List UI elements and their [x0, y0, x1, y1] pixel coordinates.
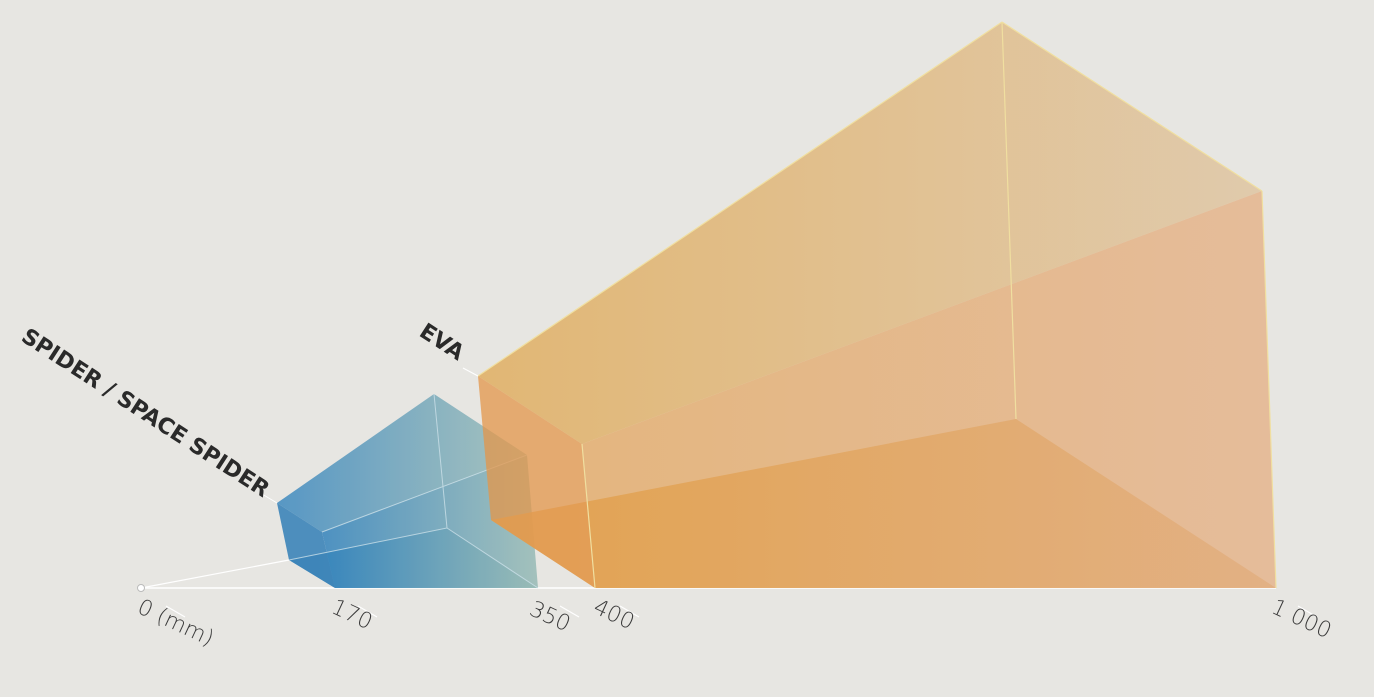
leader	[462, 367, 479, 377]
tick-mark	[165, 605, 186, 618]
face-right	[582, 191, 1276, 588]
face-top	[478, 22, 1262, 444]
edge	[581, 443, 596, 589]
axis-ray	[140, 559, 290, 589]
eva-volume	[477, 21, 1277, 589]
edge	[446, 527, 539, 589]
edge	[1001, 21, 1263, 192]
face-right	[322, 455, 538, 588]
edge	[477, 21, 1003, 377]
face-near	[478, 376, 595, 588]
tick-mark	[619, 605, 640, 618]
face-near	[277, 503, 335, 588]
tick-mark	[559, 605, 580, 618]
leader	[261, 493, 278, 504]
face-top	[277, 394, 527, 532]
origin	[137, 584, 145, 592]
tick-mark	[1297, 605, 1318, 618]
edge	[1001, 21, 1017, 420]
spider-volume	[277, 393, 539, 589]
edge	[1261, 190, 1277, 589]
tick-mark	[357, 605, 378, 618]
